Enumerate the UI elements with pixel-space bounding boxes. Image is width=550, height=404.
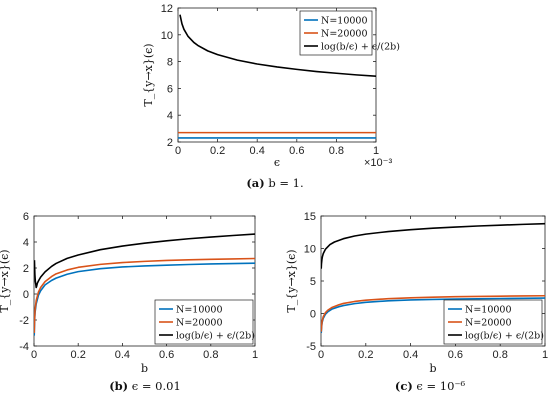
series-line-2	[34, 257, 255, 334]
y-axis-label: T_{y→x}(ϵ)	[142, 43, 155, 106]
y-tick-label: -2	[19, 315, 29, 327]
figure-caption: (a) b = 1.	[246, 176, 303, 190]
series-line-3	[179, 14, 376, 78]
caption-text: ϵ = 10⁻⁶	[416, 379, 465, 393]
y-tick-label: 6	[23, 211, 29, 223]
y-tick-label: 15	[304, 211, 316, 223]
x-tick-label: 0.6	[289, 145, 304, 157]
caption-text: ϵ = 0.01	[132, 379, 181, 393]
y-tick-label: 2	[23, 263, 29, 275]
y-tick-label: 0	[23, 289, 29, 301]
x-tick-label: 1	[252, 349, 258, 361]
x-tick-label: 1	[373, 145, 379, 157]
x-tick-label: 0	[318, 349, 324, 361]
x-tick-label: 1	[542, 349, 548, 361]
x-tick-label: 0.6	[159, 349, 174, 361]
y-tick-label: 10	[161, 30, 173, 42]
legend: N=10000 N=20000 log(b/ϵ) + ϵ/(2b)	[154, 299, 255, 345]
x-tick-label: 0	[31, 349, 37, 361]
y-axis-label: T_{y→x}(ϵ)	[285, 249, 298, 312]
x-tick-label: 0.4	[250, 145, 265, 157]
x-tick-label: 0.4	[403, 349, 418, 361]
y-tick-label: 2	[167, 137, 173, 149]
y-tick-label: 6	[167, 83, 173, 95]
x-tick-label: 0.8	[493, 349, 508, 361]
series-line-3	[34, 233, 255, 289]
legend-label: log(b/ϵ) + ϵ/(2b)	[176, 331, 255, 342]
caption-text: b = 1.	[268, 176, 303, 190]
figure-caption: (c) ϵ = 10⁻⁶	[395, 379, 466, 393]
legend-label: N=10000	[321, 16, 368, 27]
y-tick-label: 4	[23, 237, 29, 249]
y-tick-label: 4	[167, 110, 173, 122]
axes-frame	[177, 7, 377, 143]
series-group	[178, 14, 376, 139]
caption-tag: (b)	[109, 379, 128, 393]
y-tick-label: -5	[306, 341, 316, 353]
y-tick-label: 10	[304, 244, 316, 256]
legend-label: N=10000	[465, 305, 512, 316]
x-axis-label: b	[429, 362, 436, 375]
x-axis-label: ϵ	[274, 156, 280, 169]
y-axis-label: T_{y→x}(ϵ)	[0, 249, 11, 312]
legend-label: N=20000	[465, 318, 512, 329]
series-line-2	[321, 294, 545, 332]
legend-label: log(b/ϵ) + ϵ/(2b)	[465, 331, 544, 342]
y-tick-label: 8	[167, 57, 173, 69]
y-tick-label: -4	[19, 341, 29, 353]
y-tick-label: 0	[310, 309, 316, 321]
x-tick-label: 0.2	[210, 145, 225, 157]
legend-label: N=10000	[176, 305, 223, 316]
legend-label: log(b/ϵ) + ϵ/(2b)	[321, 42, 400, 53]
x-tick-label: 0.4	[115, 349, 130, 361]
legend: N=10000 N=20000 log(b/ϵ) + ϵ/(2b)	[443, 299, 544, 345]
caption-tag: (a)	[246, 176, 264, 190]
chart-a: 0 0.2 0.4 0.6 0.8 124681012×10⁻³ϵT_{y→x}(ϵ)N=…	[142, 3, 400, 190]
axes-frame	[33, 215, 256, 347]
series-group	[34, 233, 255, 336]
caption-tag: (c)	[395, 379, 413, 393]
figure-caption: (b) ϵ = 0.01	[109, 379, 181, 393]
x-tick-label: 0.2	[358, 349, 373, 361]
legend-label: N=20000	[321, 29, 368, 40]
y-tick-label: 5	[310, 276, 316, 288]
legend-label: N=20000	[176, 318, 223, 329]
x-exponent-label: ×10⁻³	[364, 157, 392, 169]
legend: N=10000 N=20000 log(b/ϵ) + ϵ/(2b)	[299, 10, 400, 56]
x-tick-label: 0.8	[329, 145, 344, 157]
y-tick-label: 12	[161, 3, 173, 15]
chart-b: 0 0.2 0.4 0.6 0.8 1 -4 -2 0 2 4 6 b T_{y→x}(ϵ) N=10000…	[0, 211, 258, 393]
x-tick-label: 0.2	[71, 349, 86, 361]
series-group	[321, 222, 545, 334]
x-tick-label: 0.6	[448, 349, 463, 361]
series-line-3	[321, 222, 545, 269]
x-tick-label: 0.8	[203, 349, 218, 361]
x-axis-label: b	[141, 362, 148, 375]
x-tick-label: 0	[175, 145, 181, 157]
